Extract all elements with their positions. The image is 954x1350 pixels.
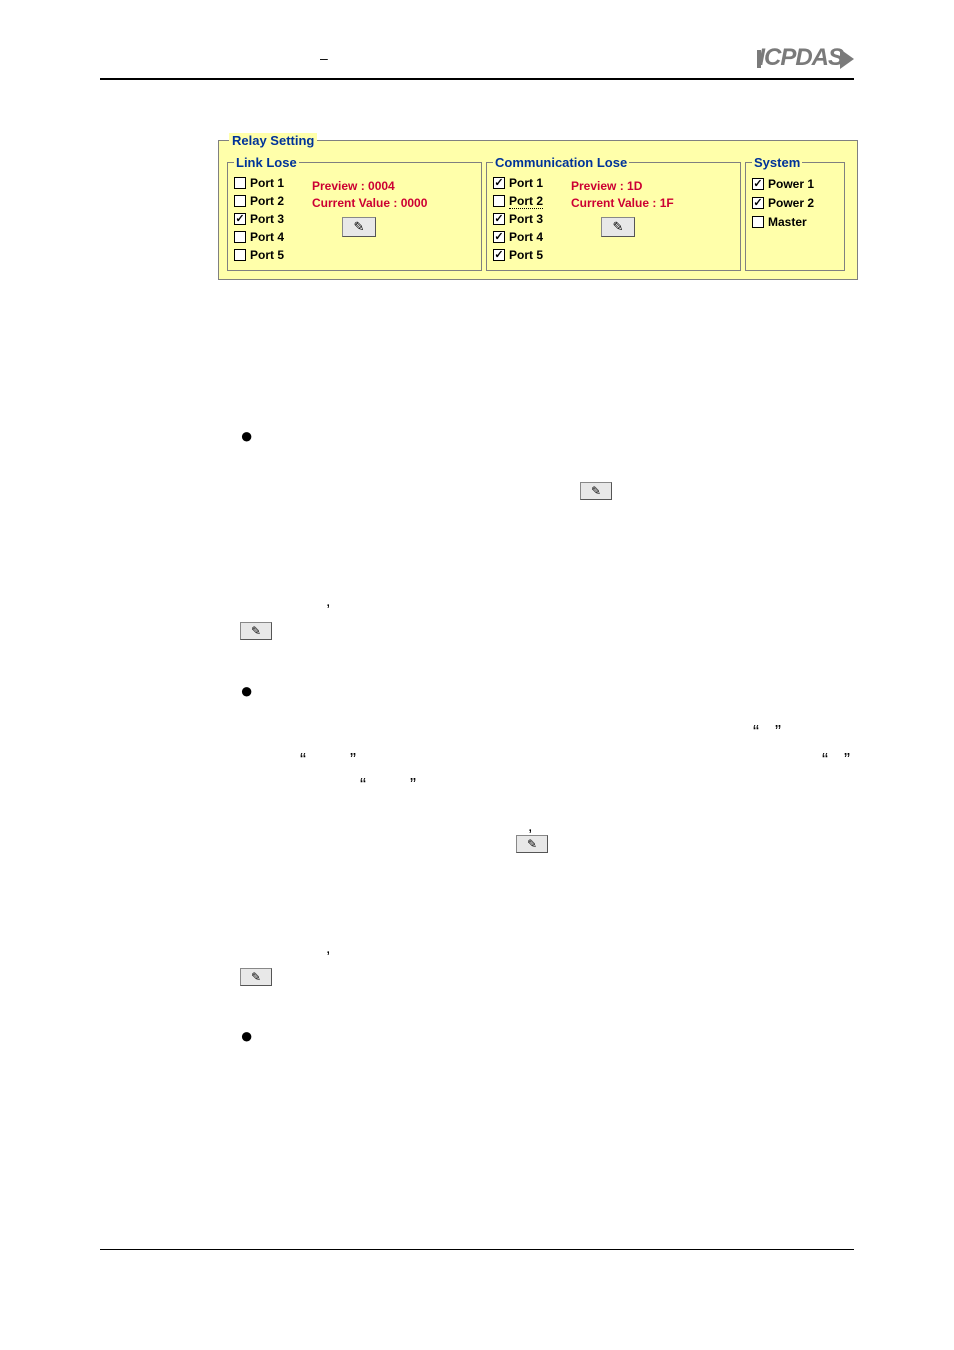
quote-l-3: “ bbox=[822, 750, 828, 771]
port-label: Port 5 bbox=[509, 248, 543, 262]
system-label: Power 2 bbox=[768, 196, 814, 210]
pencil-icon: ✎ bbox=[240, 622, 272, 640]
pencil-icon: ✎ bbox=[240, 968, 272, 986]
quote-r-3: ” bbox=[844, 750, 850, 771]
checkbox-icon bbox=[234, 195, 246, 207]
port-label: Port 4 bbox=[509, 230, 543, 244]
comm-lose-port1[interactable]: Port 1 bbox=[493, 174, 571, 192]
bullet-3: ● bbox=[240, 1025, 253, 1045]
port-label: Port 2 bbox=[250, 194, 284, 208]
comm-lose-preview: Preview : 1D bbox=[571, 179, 731, 193]
comm-lose-port-list: Port 1 Port 2 Port 3 Port 4 Port 5 bbox=[493, 174, 571, 264]
brand-logo: ICPDAS bbox=[757, 44, 854, 72]
link-lose-port5[interactable]: Port 5 bbox=[234, 246, 312, 264]
bullet-2: ● bbox=[240, 680, 253, 700]
quote-r-4: ” bbox=[410, 775, 416, 796]
relay-setting-legend: Relay Setting bbox=[229, 133, 317, 148]
link-lose-port-list: Port 1 Port 2 Port 3 Port 4 Port 5 bbox=[234, 174, 312, 264]
logo-text: ICPDAS bbox=[758, 44, 843, 71]
link-lose-fieldset: Link Lose Port 1 Port 2 Port 3 Port 4 Po… bbox=[227, 155, 482, 271]
checkbox-icon bbox=[493, 231, 505, 243]
header-dash: – bbox=[320, 50, 328, 66]
comm-lose-port5[interactable]: Port 5 bbox=[493, 246, 571, 264]
checkbox-icon bbox=[234, 177, 246, 189]
port-label: Port 5 bbox=[250, 248, 284, 262]
system-item-list: Power 1 Power 2 Master bbox=[752, 174, 838, 231]
inline-pencil-3: ✎ bbox=[516, 835, 548, 853]
comm-lose-current: Current Value : 1F bbox=[571, 196, 731, 210]
port-label: Port 4 bbox=[250, 230, 284, 244]
pencil-icon: ✎ bbox=[354, 219, 365, 234]
pencil-icon: ✎ bbox=[613, 219, 624, 234]
inline-pencil-2: ✎ bbox=[240, 622, 272, 640]
system-power1[interactable]: Power 1 bbox=[752, 174, 838, 193]
comm-lose-values: Preview : 1D Current Value : 1F ✎ bbox=[571, 174, 731, 237]
comm-lose-port3[interactable]: Port 3 bbox=[493, 210, 571, 228]
quote-l-1: “ bbox=[753, 722, 759, 743]
checkbox-icon bbox=[493, 213, 505, 225]
link-lose-legend: Link Lose bbox=[234, 155, 299, 170]
comma-1: , bbox=[326, 593, 330, 611]
link-lose-port3[interactable]: Port 3 bbox=[234, 210, 312, 228]
system-power2[interactable]: Power 2 bbox=[752, 193, 838, 212]
footer-rule bbox=[100, 1249, 854, 1250]
header-rule: – ICPDAS bbox=[100, 50, 854, 80]
port-label: Port 3 bbox=[509, 212, 543, 226]
comma-2: , bbox=[528, 818, 532, 836]
checkbox-icon bbox=[493, 195, 505, 207]
quote-r-2: ” bbox=[350, 750, 356, 771]
inline-pencil-1: ✎ bbox=[580, 482, 612, 500]
logo-triangle-icon bbox=[840, 49, 854, 69]
relay-setting-fieldset: Relay Setting Link Lose Port 1 Port 2 Po… bbox=[218, 140, 858, 280]
link-lose-port4[interactable]: Port 4 bbox=[234, 228, 312, 246]
link-lose-preview: Preview : 0004 bbox=[312, 179, 472, 193]
port-label: Port 3 bbox=[250, 212, 284, 226]
comm-lose-apply-button[interactable]: ✎ bbox=[601, 217, 635, 237]
checkbox-icon bbox=[752, 216, 764, 228]
quote-l-4: “ bbox=[360, 775, 366, 796]
comm-lose-port4[interactable]: Port 4 bbox=[493, 228, 571, 246]
link-lose-values: Preview : 0004 Current Value : 0000 ✎ bbox=[312, 174, 472, 237]
checkbox-icon bbox=[234, 231, 246, 243]
comm-lose-port2[interactable]: Port 2 bbox=[493, 192, 571, 210]
system-master[interactable]: Master bbox=[752, 212, 838, 231]
quote-r-1: ” bbox=[775, 722, 781, 743]
comm-lose-legend: Communication Lose bbox=[493, 155, 629, 170]
comm-lose-fieldset: Communication Lose Port 1 Port 2 Port 3 … bbox=[486, 155, 741, 271]
checkbox-icon bbox=[234, 249, 246, 261]
link-lose-current: Current Value : 0000 bbox=[312, 196, 472, 210]
pencil-icon: ✎ bbox=[580, 482, 612, 500]
system-fieldset: System Power 1 Power 2 Master bbox=[745, 155, 845, 271]
link-lose-apply-button[interactable]: ✎ bbox=[342, 217, 376, 237]
link-lose-port2[interactable]: Port 2 bbox=[234, 192, 312, 210]
checkbox-icon bbox=[493, 249, 505, 261]
checkbox-icon bbox=[234, 213, 246, 225]
port-label: Port 1 bbox=[509, 176, 543, 190]
bullet-1: ● bbox=[240, 425, 253, 445]
checkbox-icon bbox=[752, 197, 764, 209]
system-label: Master bbox=[768, 215, 807, 229]
port-label: Port 1 bbox=[250, 176, 284, 190]
system-legend: System bbox=[752, 155, 802, 170]
comma-3: , bbox=[326, 940, 330, 958]
link-lose-port1[interactable]: Port 1 bbox=[234, 174, 312, 192]
pencil-icon: ✎ bbox=[516, 835, 548, 853]
checkbox-icon bbox=[752, 178, 764, 190]
inline-pencil-4: ✎ bbox=[240, 968, 272, 986]
quote-l-2: “ bbox=[300, 750, 306, 771]
checkbox-icon bbox=[493, 177, 505, 189]
system-label: Power 1 bbox=[768, 177, 814, 191]
port-label: Port 2 bbox=[509, 194, 543, 209]
